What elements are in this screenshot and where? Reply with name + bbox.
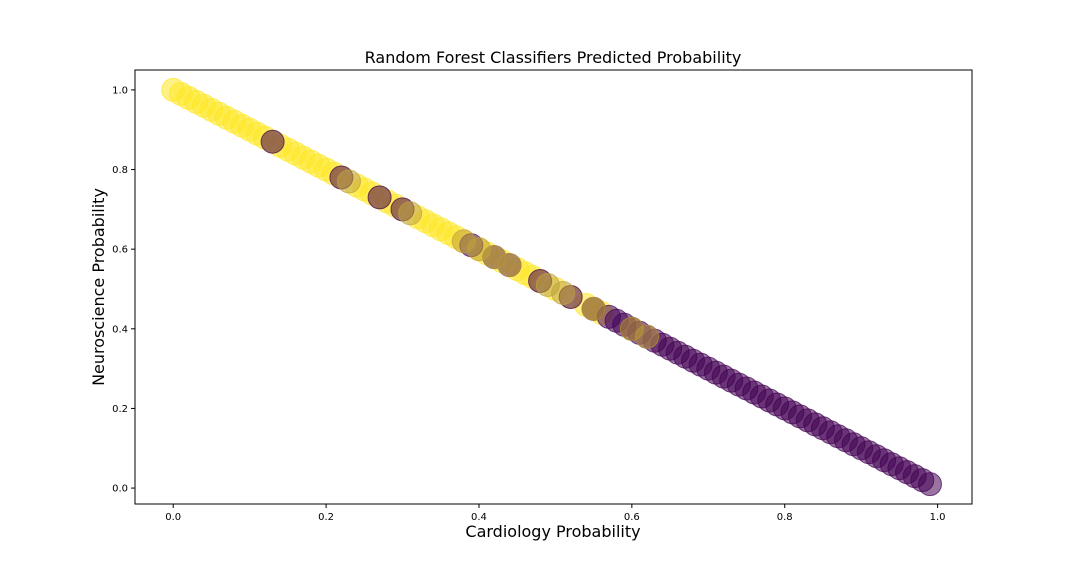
- x-tick-label: 0.2: [318, 512, 334, 523]
- y-tick-label: 0.4: [112, 324, 128, 335]
- plot-frame: [134, 69, 973, 505]
- scatter-points: [161, 77, 942, 497]
- y-axis-label: Neuroscience Probability: [89, 188, 108, 386]
- x-axis-label: Cardiology Probability: [465, 522, 640, 541]
- x-tick-label: 0.4: [471, 512, 487, 523]
- y-tick-label: 0.0: [112, 484, 128, 495]
- y-axis: 0.0 0.2 0.4 0.6 0.8 1.0: [112, 85, 135, 495]
- scatter-point: [918, 472, 942, 497]
- scatter-point: [260, 129, 285, 154]
- scatter-point: [581, 296, 606, 321]
- x-tick-label: 1.0: [930, 512, 946, 523]
- plot-area: [134, 69, 973, 505]
- y-tick-label: 1.0: [112, 85, 128, 96]
- x-axis: 0.0 0.2 0.4 0.6 0.8 1.0: [165, 504, 946, 523]
- y-tick-label: 0.2: [112, 404, 128, 415]
- scatter-point: [337, 169, 361, 194]
- y-tick-label: 0.6: [112, 245, 128, 256]
- scatter-point: [551, 281, 576, 305]
- x-tick-label: 0.0: [165, 512, 181, 523]
- scatter-point: [367, 185, 392, 210]
- scatter-point: [497, 253, 522, 278]
- x-tick-label: 0.6: [624, 512, 640, 523]
- chart-title: Random Forest Classifiers Predicted Prob…: [365, 48, 742, 67]
- scatter-point: [398, 201, 423, 226]
- y-tick-label: 0.8: [112, 165, 128, 176]
- scatter-point: [635, 324, 660, 349]
- x-tick-label: 0.8: [777, 512, 793, 523]
